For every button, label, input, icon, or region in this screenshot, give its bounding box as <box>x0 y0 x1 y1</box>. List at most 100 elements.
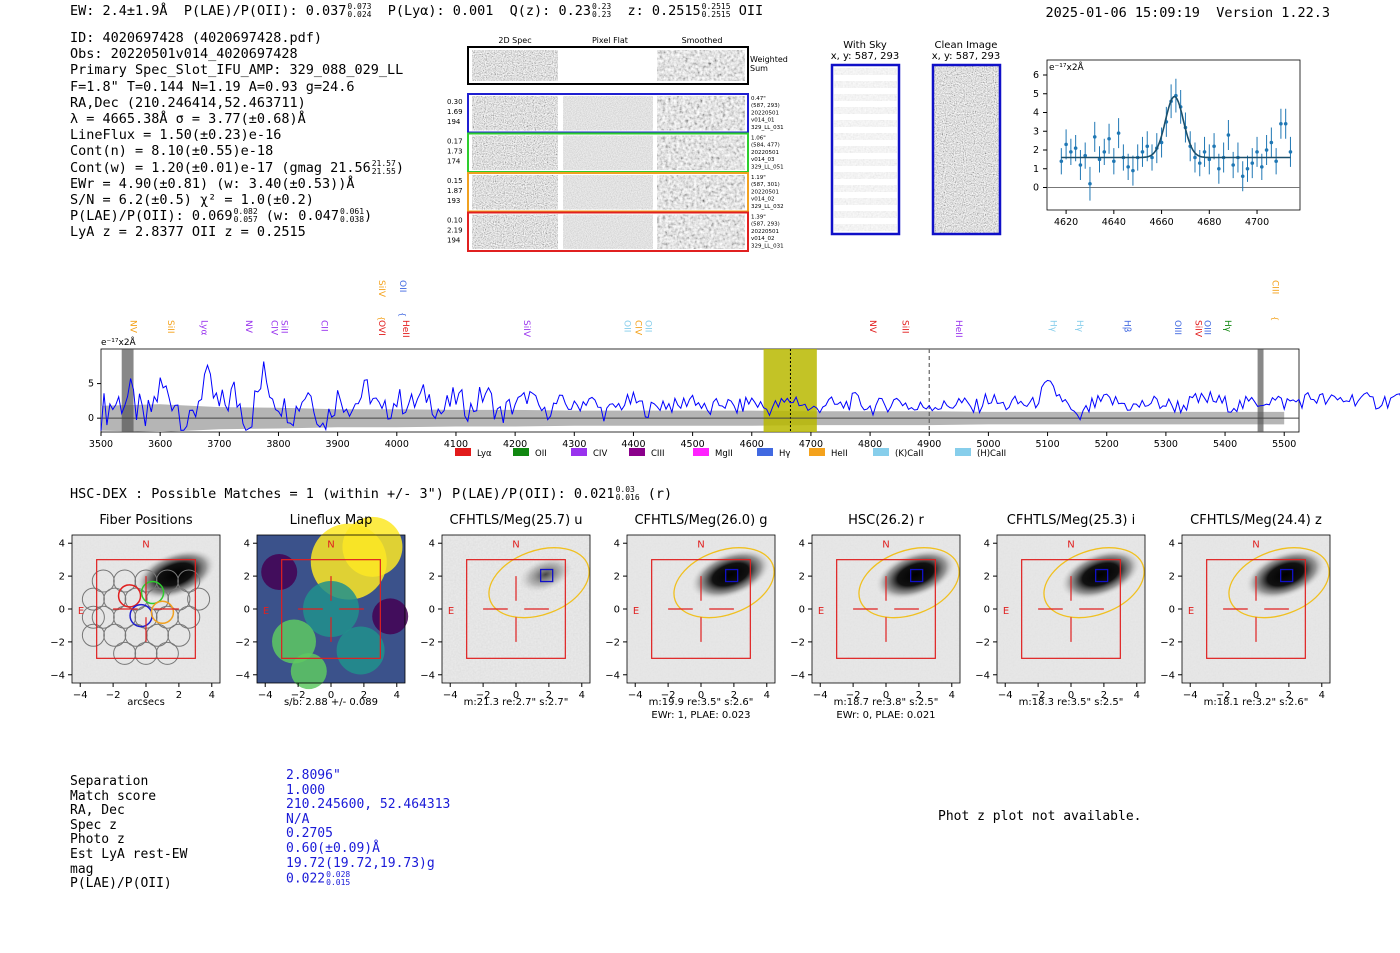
row-right-value: 20220501 <box>751 229 779 235</box>
thumb-ytick-label: 0 <box>614 605 620 616</box>
header-plae: P(LAE)/P(OII): 0.037 <box>183 3 347 19</box>
match-value-text: 210.245600, 52.464313 <box>286 797 451 813</box>
legend-label: MgII <box>715 449 733 459</box>
sky-stripe <box>834 81 897 88</box>
fit-point <box>1207 157 1212 162</box>
fit-point <box>1078 163 1083 167</box>
fiber-highlight <box>150 600 175 625</box>
line-marker-label: Hβ <box>1122 320 1132 333</box>
legend-label: Hγ <box>779 449 790 459</box>
thumb-xtick-label: −4 <box>628 690 643 701</box>
row-left-value: 174 <box>447 158 461 166</box>
line-marker-label: OIII <box>1172 320 1182 335</box>
spectrum-series <box>100 361 1400 432</box>
spec-xtick-label: 4900 <box>917 439 941 450</box>
thumb-ytick-label: 4 <box>59 539 65 550</box>
row-2dspec <box>472 175 558 210</box>
row-smoothed <box>657 96 745 131</box>
row-left-value: 194 <box>447 118 461 126</box>
hsc-lo: 0.016 <box>615 493 640 502</box>
fit-point <box>1240 174 1245 179</box>
row-smoothed <box>657 214 745 249</box>
thumb-ytick-label: 2 <box>799 572 805 583</box>
east-label: E <box>1188 606 1194 617</box>
clean-title: Clean Image <box>935 40 998 51</box>
fit-point <box>1193 155 1197 160</box>
row-right-value: 329_LL_051 <box>751 164 784 170</box>
fiber-circle <box>155 605 179 629</box>
spec-xtick-label: 4600 <box>740 439 764 450</box>
fit-ytick-label: 5 <box>1033 89 1039 100</box>
thumb-ytick-label: −4 <box>975 670 990 681</box>
fit-point <box>1283 121 1288 126</box>
thumb-xtick-label: 0 <box>513 690 519 701</box>
col-2dspec-label: 2D Spec <box>498 36 531 45</box>
fit-xtick-label: 4680 <box>1197 217 1221 228</box>
detail-contw-lo: 21.55 <box>371 166 396 176</box>
thumb-xtick-label: 4 <box>209 690 215 701</box>
match-key: Match score <box>70 788 157 804</box>
spectrum-ylabel: e⁻¹⁷x2Å <box>101 336 137 348</box>
fit-point <box>1097 157 1102 162</box>
detail-lambda: λ = 4665.38Å σ = 3.77(±0.68)Å <box>70 111 306 128</box>
fiber-circle <box>177 605 201 629</box>
thumb-ytick-label: −2 <box>790 637 805 648</box>
spec-xtick-label: 4800 <box>858 439 882 450</box>
legend-swatch <box>809 448 825 456</box>
thumb-ytick-label: −2 <box>605 637 620 648</box>
thumb-ytick-label: 0 <box>244 605 250 616</box>
thumb-ytick-label: 0 <box>799 605 805 616</box>
thumb-footer: s/b: 2.88 +/- 0.089 <box>283 697 379 708</box>
fiber-circle <box>187 587 211 611</box>
thumb-xtick-label: 4 <box>949 690 955 701</box>
fit-ytick-label: 6 <box>1033 70 1039 81</box>
line-marker-label: CII <box>319 320 329 332</box>
header-version: Version 1.22.3 <box>1216 5 1330 21</box>
match-value: 210.245600, 52.464313 <box>286 797 451 813</box>
thumb-ytick-label: −4 <box>1160 670 1175 681</box>
match-value: 0.0220.028 0.015 <box>286 871 350 887</box>
spec-xtick-label: 5200 <box>1095 439 1119 450</box>
lineflux-blob <box>290 653 327 690</box>
thumb-xtick-label: −2 <box>846 690 861 701</box>
fit-point <box>1159 140 1164 145</box>
legend-label: (H)CaII <box>977 449 1006 459</box>
with-sky-title: With Sky <box>843 40 887 51</box>
spec-xtick-label: 3600 <box>148 439 172 450</box>
thumb-xtick-label: 2 <box>731 690 737 701</box>
search-box <box>1021 559 1121 659</box>
thumb-title: CFHTLS/Meg(25.3) i <box>1006 513 1136 528</box>
thumb-title: CFHTLS/Meg(26.0) g <box>634 513 768 528</box>
masked-region <box>121 349 134 432</box>
aperture-ellipse <box>673 547 775 619</box>
thumb-xtick-label: −4 <box>998 690 1013 701</box>
fiber-circle <box>113 569 137 593</box>
fiber-circle <box>177 569 201 593</box>
row-2dspec <box>472 214 558 249</box>
line-marker-label: Hγ <box>1074 320 1084 333</box>
thumb-xtick-label: −4 <box>443 690 458 701</box>
thumb-xtick-label: 4 <box>579 690 585 701</box>
east-label: E <box>78 606 84 617</box>
line-marker-label: CIII <box>1269 280 1279 294</box>
match-value: 0.60(±0.09)Å <box>286 841 380 857</box>
thumb-ytick-label: 2 <box>59 572 65 583</box>
match-plae-hi: 0.028 <box>326 870 351 880</box>
aperture-ellipse <box>1043 547 1145 619</box>
east-label: E <box>1003 606 1009 617</box>
fit-chart-points <box>1059 78 1293 201</box>
hsc-summary: HSC-DEX : Possible Matches = 1 (within +… <box>70 486 672 503</box>
sky-stripe <box>834 224 897 231</box>
detail-contw-row: Cont(w) = 1.20(±0.01)e-17 (gmag 21.5621.… <box>70 158 404 176</box>
thumb-ytick-label: −2 <box>235 637 250 648</box>
line-marker-brace: { <box>398 312 407 317</box>
lineflux-blob <box>303 581 359 637</box>
header-plae-lo: 0.024 <box>347 10 372 19</box>
sky-stripe <box>834 198 897 205</box>
row-right-value: 20220501 <box>751 150 779 156</box>
match-value: 1.000 <box>286 783 325 799</box>
line-fit-chart: 4620 4640 4660 4680 4700 0 1 2 3 4 5 6 e⁻¹⁷x2Å <box>1033 59 1301 228</box>
detail-plae-lo: 0.057 <box>233 215 258 225</box>
line-marker-label: CIV <box>632 320 642 336</box>
